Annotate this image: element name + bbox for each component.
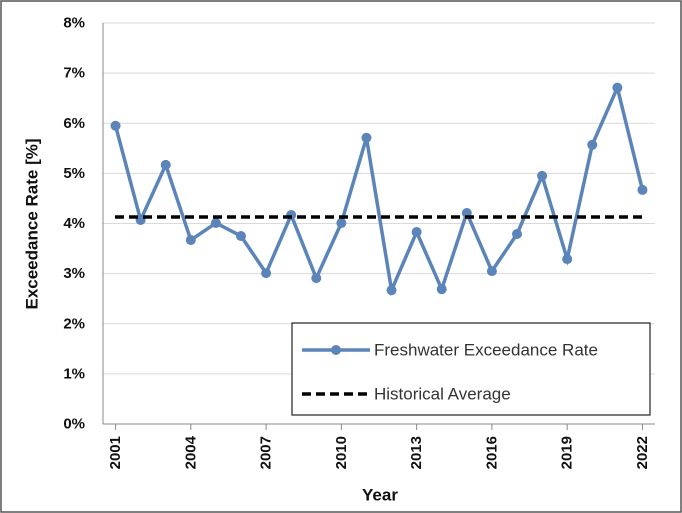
data-point (537, 170, 548, 181)
data-point (236, 231, 246, 242)
data-point (411, 227, 422, 238)
x-tick-label: 2013 (408, 436, 425, 469)
x-tick-label: 2019 (559, 436, 576, 469)
x-tick-label: 2010 (333, 436, 350, 469)
data-point (562, 254, 573, 265)
data-point (361, 132, 372, 143)
legend-box (291, 322, 651, 416)
data-point (637, 184, 648, 195)
data-point (336, 217, 347, 228)
data-point (512, 229, 522, 240)
x-tick-label: 2022 (634, 436, 651, 469)
y-tick-label: 1% (63, 365, 85, 382)
x-tick-label: 2004 (182, 435, 199, 469)
legend-label: Freshwater Exceedance Rate (374, 341, 598, 360)
data-point (185, 235, 196, 246)
y-tick-label: 8% (63, 15, 85, 32)
y-tick-label: 4% (63, 215, 85, 232)
y-tick-label: 3% (63, 265, 85, 282)
legend-label: Historical Average (374, 385, 511, 404)
y-axis-label: Exceedance Rate [%] (23, 138, 42, 309)
data-point (386, 285, 397, 296)
y-tick-label: 0% (63, 416, 85, 433)
y-tick-label: 7% (63, 65, 85, 82)
data-point (436, 284, 447, 295)
x-tick-label: 2001 (107, 436, 124, 469)
data-point (612, 82, 623, 93)
data-point (110, 120, 121, 131)
data-point (587, 139, 598, 150)
legend-marker (331, 345, 341, 355)
y-tick-label: 5% (63, 165, 85, 182)
data-point (311, 273, 322, 284)
y-tick-label: 2% (63, 315, 85, 332)
data-point (261, 268, 272, 279)
data-point (210, 217, 221, 228)
y-tick-label: 6% (63, 115, 85, 132)
x-tick-label: 2016 (483, 436, 500, 469)
data-point (160, 159, 171, 170)
x-tick-label: 2007 (258, 436, 275, 469)
data-point (486, 266, 497, 277)
x-axis-label: Year (362, 486, 398, 505)
